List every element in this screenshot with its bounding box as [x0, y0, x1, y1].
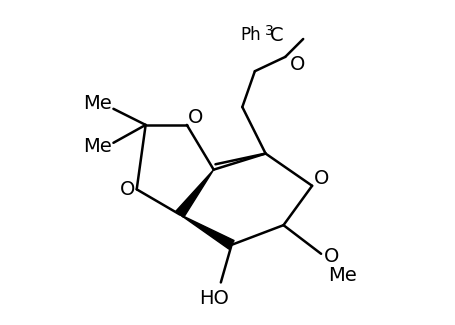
Text: Me: Me	[83, 137, 111, 156]
Text: Ph: Ph	[240, 26, 260, 45]
Text: C: C	[270, 26, 283, 45]
Text: HO: HO	[198, 289, 228, 308]
Text: O: O	[289, 55, 305, 73]
Text: 3: 3	[264, 24, 273, 38]
Text: O: O	[187, 108, 203, 127]
Text: O: O	[313, 169, 328, 188]
Text: O: O	[120, 180, 135, 199]
Text: O: O	[323, 247, 338, 266]
Text: Me: Me	[328, 266, 356, 285]
Polygon shape	[179, 214, 233, 249]
Text: Me: Me	[83, 94, 111, 113]
Polygon shape	[175, 170, 213, 217]
